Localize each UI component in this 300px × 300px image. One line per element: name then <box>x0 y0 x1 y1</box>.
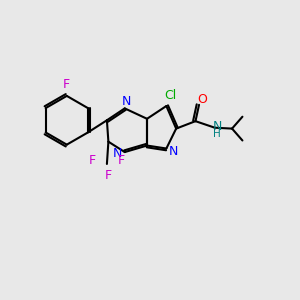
Text: F: F <box>105 169 112 182</box>
Text: N: N <box>169 145 178 158</box>
Text: H: H <box>213 129 221 139</box>
Text: F: F <box>89 154 96 167</box>
Text: F: F <box>118 154 125 167</box>
Text: N: N <box>112 147 122 160</box>
Text: N: N <box>122 95 131 108</box>
Text: O: O <box>198 93 208 106</box>
Text: N: N <box>212 120 222 133</box>
Text: Cl: Cl <box>164 89 176 102</box>
Text: F: F <box>63 78 70 91</box>
